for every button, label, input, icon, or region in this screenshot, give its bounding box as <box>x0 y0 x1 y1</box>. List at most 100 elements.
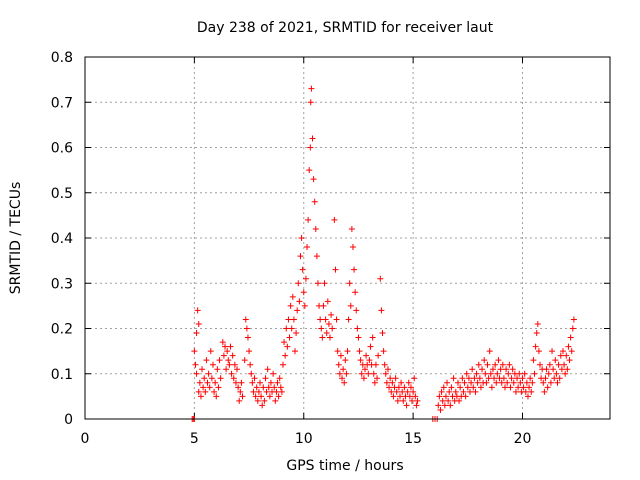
data-point <box>454 379 461 386</box>
data-point <box>205 370 212 377</box>
data-point <box>331 216 338 223</box>
data-point <box>266 393 273 400</box>
data-point <box>437 406 444 413</box>
x-tick-label: 5 <box>190 431 199 447</box>
data-point <box>534 320 541 327</box>
data-point <box>372 361 379 368</box>
data-point <box>541 388 548 395</box>
data-point <box>202 388 209 395</box>
data-point <box>498 379 505 386</box>
data-point <box>381 361 388 368</box>
data-point <box>260 384 267 391</box>
y-tick-label: 0.4 <box>51 231 73 247</box>
data-point <box>459 375 466 382</box>
data-point <box>320 302 327 309</box>
data-point <box>552 357 559 364</box>
data-point <box>212 379 219 386</box>
data-point <box>379 330 386 337</box>
data-point <box>445 397 452 404</box>
data-point <box>354 325 361 332</box>
data-point <box>292 348 298 355</box>
data-point <box>370 370 377 377</box>
data-point <box>400 397 407 404</box>
data-point <box>304 244 311 251</box>
data-point <box>197 393 204 400</box>
data-point <box>502 384 508 391</box>
data-point <box>494 370 501 377</box>
y-axis-label: SRMTID / TECUs <box>8 182 24 295</box>
data-point <box>356 348 363 355</box>
data-point <box>565 343 572 350</box>
data-point <box>442 393 449 400</box>
data-point <box>530 357 537 364</box>
data-point <box>250 388 257 395</box>
data-point <box>286 334 293 341</box>
data-point <box>529 379 536 386</box>
data-point <box>503 366 510 373</box>
data-point <box>207 348 214 355</box>
data-point <box>215 384 222 391</box>
data-point <box>521 370 528 377</box>
data-point <box>378 307 385 314</box>
data-point <box>388 388 395 395</box>
data-point <box>382 370 389 377</box>
data-point <box>328 311 335 318</box>
data-point <box>313 253 320 260</box>
data-point <box>318 325 325 332</box>
data-point <box>251 375 258 382</box>
data-point <box>485 375 492 382</box>
data-point <box>551 375 558 382</box>
data-point <box>505 370 512 377</box>
data-point <box>285 316 292 323</box>
data-point <box>484 361 491 368</box>
data-point <box>282 352 289 359</box>
data-point <box>461 379 468 386</box>
data-point <box>236 397 243 404</box>
data-point <box>568 348 575 355</box>
data-point <box>510 379 517 386</box>
data-point <box>387 375 394 382</box>
data-point <box>317 316 324 323</box>
data-point <box>214 366 221 373</box>
data-point <box>375 352 382 359</box>
data-point <box>526 384 533 391</box>
data-point <box>407 384 414 391</box>
data-point <box>540 379 547 386</box>
data-point <box>533 330 540 337</box>
data-point <box>258 393 265 400</box>
data-point <box>546 361 553 368</box>
data-point <box>389 379 396 386</box>
data-point <box>398 379 405 386</box>
data-point <box>366 357 373 364</box>
data-point <box>213 393 220 400</box>
data-point <box>438 388 445 395</box>
data-point <box>193 370 200 377</box>
data-point <box>481 357 488 364</box>
data-point <box>278 388 285 395</box>
data-point <box>288 325 295 332</box>
data-point <box>472 388 479 395</box>
data-point <box>232 379 239 386</box>
data-point <box>329 325 336 332</box>
data-point <box>436 393 443 400</box>
data-point <box>562 370 569 377</box>
data-point <box>550 366 557 373</box>
data-point <box>239 393 246 400</box>
data-point <box>298 235 305 241</box>
data-point <box>457 384 464 391</box>
data-point <box>307 144 314 151</box>
data-point <box>362 366 368 373</box>
data-point <box>276 375 283 382</box>
data-point <box>479 366 486 373</box>
data-point <box>460 388 467 395</box>
data-point <box>325 320 332 327</box>
data-point <box>358 370 365 377</box>
data-point <box>497 366 504 373</box>
tick-labels: 0 0.1 0.2 0.3 0.4 0.5 0.6 0.7 0.8 0 5 10 15 20 <box>51 50 532 447</box>
data-point <box>563 352 570 359</box>
data-point <box>469 366 476 373</box>
data-point <box>527 375 534 382</box>
data-point <box>440 384 447 391</box>
data-point <box>336 370 343 377</box>
data-point <box>489 366 496 373</box>
